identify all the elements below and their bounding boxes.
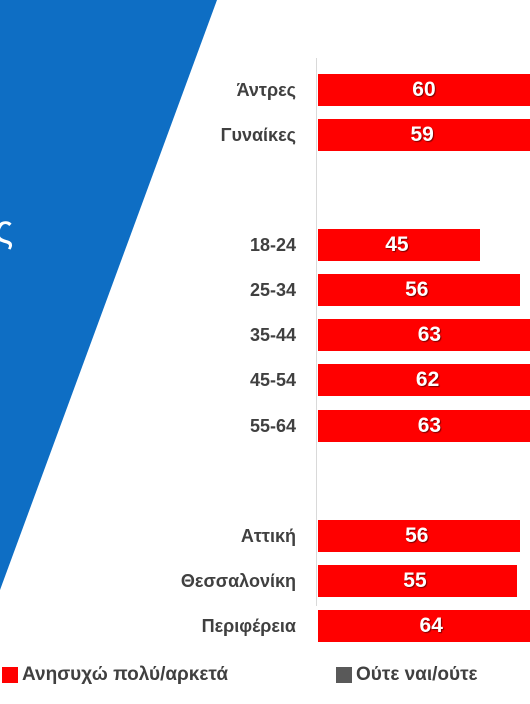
category-axis-line	[316, 58, 317, 606]
panel-title-fragment: ς	[0, 208, 14, 252]
category-label: Άντρες	[236, 80, 296, 100]
bar	[318, 564, 517, 597]
bar	[318, 319, 530, 352]
category-label: Περιφέρεια	[201, 615, 296, 636]
legend-swatch-worried	[2, 667, 18, 683]
bar-value-label: 59	[410, 123, 434, 147]
category-label: Αττική	[240, 525, 296, 546]
legend-item-neutral: Ούτε ναι/ούτε	[336, 664, 478, 686]
category-label: 45-54	[249, 370, 296, 391]
legend-swatch-neutral	[336, 667, 352, 683]
bar	[318, 274, 521, 307]
category-label: Γυναίκες	[220, 125, 296, 146]
category-label: 35-44	[249, 325, 296, 346]
bar-value-label: 56	[405, 278, 429, 302]
legend-label-worried: Ανησυχώ πολύ/αρκετά	[22, 664, 229, 685]
legend-item-worried: Ανησυχώ πολύ/αρκετά	[2, 664, 228, 686]
category-label: Θεσσαλονίκη	[180, 570, 296, 591]
bar	[318, 609, 530, 642]
bar-value-label: 63	[417, 413, 442, 437]
legend-label-neutral: Ούτε ναι/ούτε	[356, 664, 478, 685]
bar	[318, 74, 530, 106]
bar-value-label: 60	[412, 78, 436, 101]
bar	[318, 229, 481, 262]
category-label: 18-24	[249, 235, 296, 256]
bar	[318, 119, 530, 152]
bar-value-label: 55	[403, 568, 427, 592]
bar-value-label: 45	[385, 233, 409, 257]
bar-value-label: 62	[415, 368, 440, 392]
bar	[318, 409, 530, 442]
bar	[318, 519, 521, 552]
bar-value-label: 64	[419, 613, 443, 637]
bar-value-label: 56	[405, 523, 429, 547]
category-label: 25-34	[249, 280, 296, 301]
bar	[318, 364, 530, 397]
bar-value-label: 63	[417, 323, 442, 347]
category-label: 55-64	[249, 415, 296, 436]
legend: Ανησυχώ πολύ/αρκετά Ούτε ναι/ούτε	[0, 664, 530, 690]
